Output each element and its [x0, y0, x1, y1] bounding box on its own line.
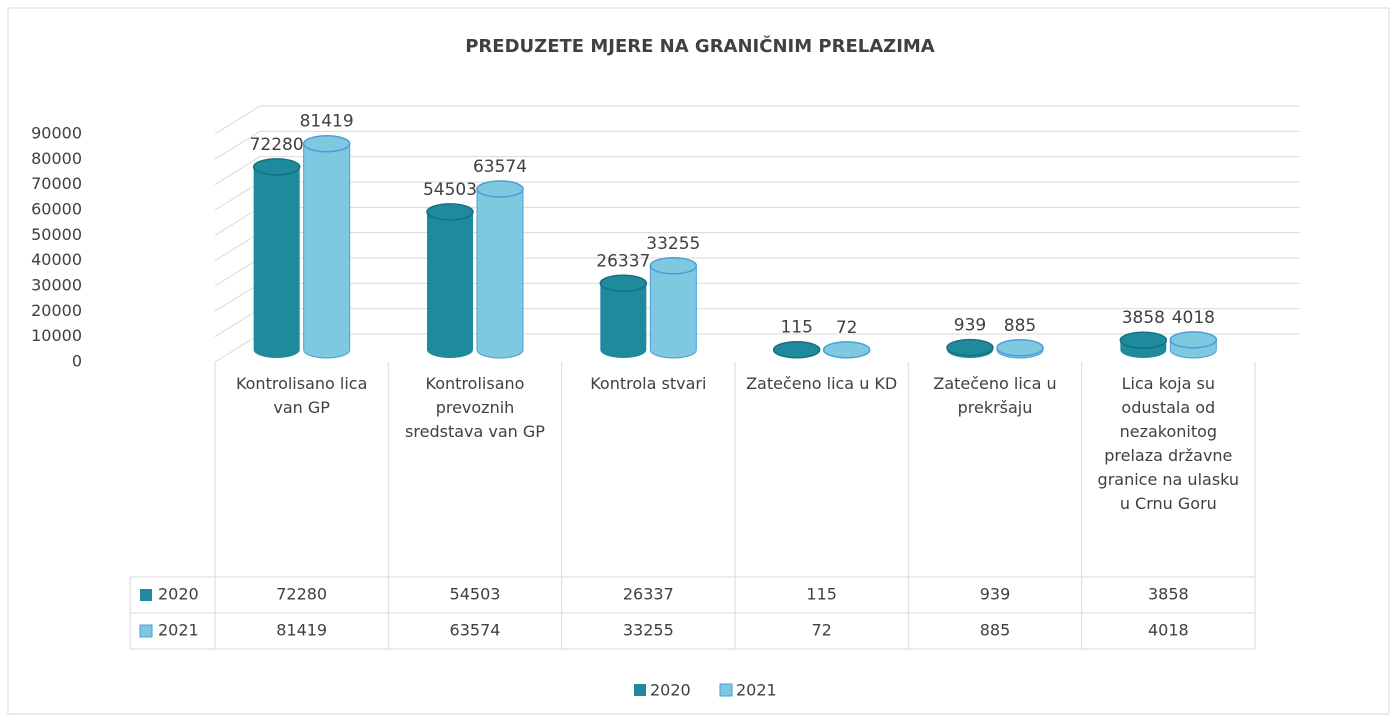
- cylinder-top: [946, 338, 994, 357]
- data-label: 33255: [646, 234, 700, 254]
- table-value: 72: [811, 621, 831, 640]
- y-tick-label: 50000: [31, 225, 82, 244]
- grid-line: [214, 130, 1300, 160]
- grid-line: [214, 105, 1300, 135]
- x-category-label: Zatečeno lica u prekršaju: [933, 374, 1057, 417]
- grid-line: [214, 156, 1300, 186]
- y-tick-label: 90000: [31, 124, 82, 143]
- legend-key: [139, 624, 153, 638]
- grid-line: [214, 257, 1300, 287]
- cylinder-top: [996, 339, 1044, 357]
- table-value: 72280: [276, 585, 327, 604]
- cylinder: [946, 338, 994, 358]
- x-category-label: Kontrola stvari: [590, 374, 707, 393]
- cylinder: [476, 180, 524, 359]
- x-category-label: Lica koja su odustala od nezakonitog pre…: [1097, 374, 1240, 513]
- chart-border: [7, 7, 1390, 715]
- cylinder-body: [649, 265, 697, 359]
- cylinder-body: [476, 188, 524, 359]
- x-category-label: Kontrolisano prevoznih sredstava van GP: [405, 374, 545, 441]
- y-tick-label: 40000: [31, 250, 82, 269]
- data-label: 3858: [1122, 308, 1165, 328]
- legend-label: 2021: [736, 681, 777, 700]
- data-label: 885: [1004, 316, 1036, 336]
- cylinder-top: [1119, 331, 1168, 349]
- cylinder-top: [649, 257, 698, 275]
- table-value: 885: [980, 621, 1011, 640]
- cylinder: [599, 274, 648, 358]
- table-value: 115: [806, 585, 837, 604]
- cylinder-top: [302, 134, 351, 153]
- y-tick-label: 0: [72, 352, 82, 371]
- cylinder: [822, 341, 871, 359]
- data-label: 26337: [596, 251, 650, 271]
- data-label: 54503: [423, 180, 477, 200]
- y-tick-label: 60000: [31, 200, 82, 219]
- grid-line: [214, 181, 1300, 211]
- data-label: 115: [780, 318, 812, 338]
- table-value: 81419: [276, 621, 327, 640]
- cylinder: [772, 340, 821, 359]
- table-series-name: 2020: [158, 585, 199, 604]
- cylinder: [649, 257, 698, 359]
- x-category-label: Kontrolisano lica van GP: [235, 374, 368, 417]
- cylinder-top: [426, 203, 474, 221]
- cylinder: [426, 203, 474, 358]
- y-tick-label: 30000: [31, 276, 82, 295]
- table-value: 63574: [450, 621, 501, 640]
- data-label: 939: [954, 316, 986, 336]
- cylinder: [996, 339, 1044, 359]
- cylinder-top: [599, 274, 648, 293]
- x-category-label: Zatečeno lica u KD: [746, 374, 898, 393]
- cylinder-top: [252, 158, 301, 176]
- y-tick-label: 20000: [31, 301, 82, 320]
- cylinder: [302, 134, 351, 359]
- legend-key: [140, 589, 152, 601]
- grid-line: [214, 282, 1300, 312]
- cylinder-body: [427, 211, 473, 358]
- cylinder: [1169, 331, 1218, 359]
- cylinder-top: [476, 180, 524, 198]
- y-tick-label: 10000: [31, 326, 82, 345]
- cylinder: [1119, 331, 1168, 358]
- table-value: 54503: [450, 585, 501, 604]
- table-series-name: 2021: [158, 621, 199, 640]
- y-tick-label: 80000: [31, 149, 82, 168]
- legend-label: 2020: [650, 681, 691, 700]
- y-tick-label: 70000: [31, 174, 82, 193]
- legend-swatch: [634, 684, 646, 696]
- table-value: 33255: [623, 621, 674, 640]
- cylinder-top: [822, 341, 871, 359]
- cylinder-body: [600, 283, 647, 358]
- table-value: 26337: [623, 585, 674, 604]
- cylinder-top: [1169, 331, 1218, 349]
- data-label: 72: [836, 318, 858, 338]
- grid-line: [214, 232, 1300, 262]
- chart-title: PREDUZETE MJERE NA GRANIČNIM PRELAZIMA: [465, 35, 935, 57]
- data-label: 4018: [1172, 308, 1215, 328]
- table-value: 939: [980, 585, 1011, 604]
- legend-swatch: [719, 683, 733, 697]
- grid-line: [214, 206, 1300, 236]
- cylinder-top: [772, 340, 821, 359]
- cylinder-body: [253, 166, 300, 358]
- table-value: 4018: [1148, 621, 1189, 640]
- table-value: 3858: [1148, 585, 1189, 604]
- cylinder-body: [303, 143, 351, 359]
- data-label: 63574: [473, 157, 527, 177]
- data-label: 81419: [300, 112, 354, 132]
- cylinder: [252, 158, 301, 358]
- data-label: 72280: [250, 135, 304, 155]
